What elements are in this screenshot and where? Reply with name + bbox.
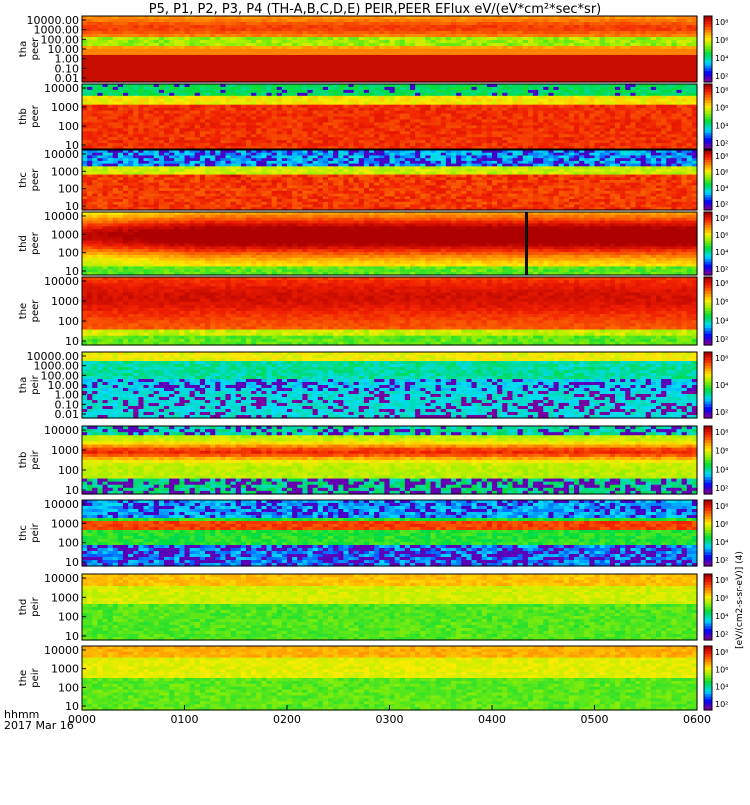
plot-title: P5, P1, P2, P3, P4 (TH-A,B,C,D,E) PEIR,P…	[0, 2, 750, 17]
colorbar-tick-label: 10⁴	[715, 54, 728, 63]
panel-ylabel: tha	[18, 41, 29, 57]
colorbar-tick-label: 10⁶	[715, 36, 728, 45]
colorbar-tick-label: 10⁸	[715, 18, 728, 27]
panel-ylabel: peer	[30, 37, 41, 61]
colorbar-tick-label: 10²	[715, 72, 728, 81]
